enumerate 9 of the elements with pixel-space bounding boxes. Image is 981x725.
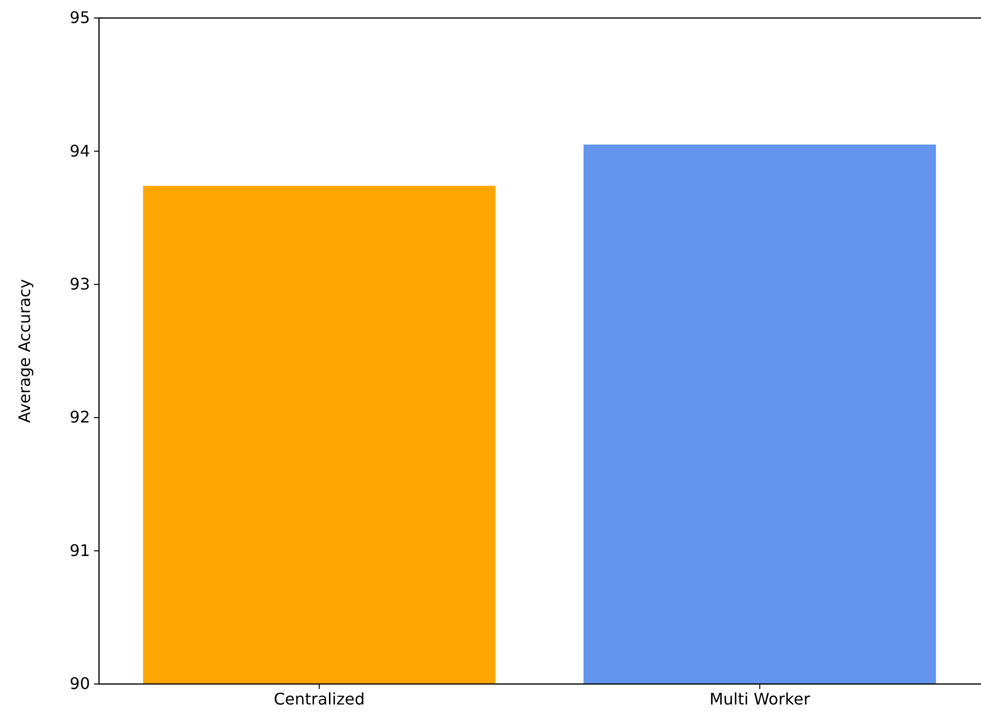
y-tick-label: 91 — [70, 540, 90, 560]
y-tick-label: 92 — [70, 408, 90, 427]
x-tick-label: Multi Worker — [709, 689, 810, 708]
y-tick-label: 94 — [70, 141, 90, 160]
x-tick-label: Centralized — [274, 689, 365, 708]
y-tick-label: 93 — [70, 274, 90, 294]
y-tick-label: 90 — [70, 674, 90, 694]
y-tick-label: 95 — [70, 8, 90, 28]
y-axis-title: Average Accuracy — [15, 279, 34, 423]
